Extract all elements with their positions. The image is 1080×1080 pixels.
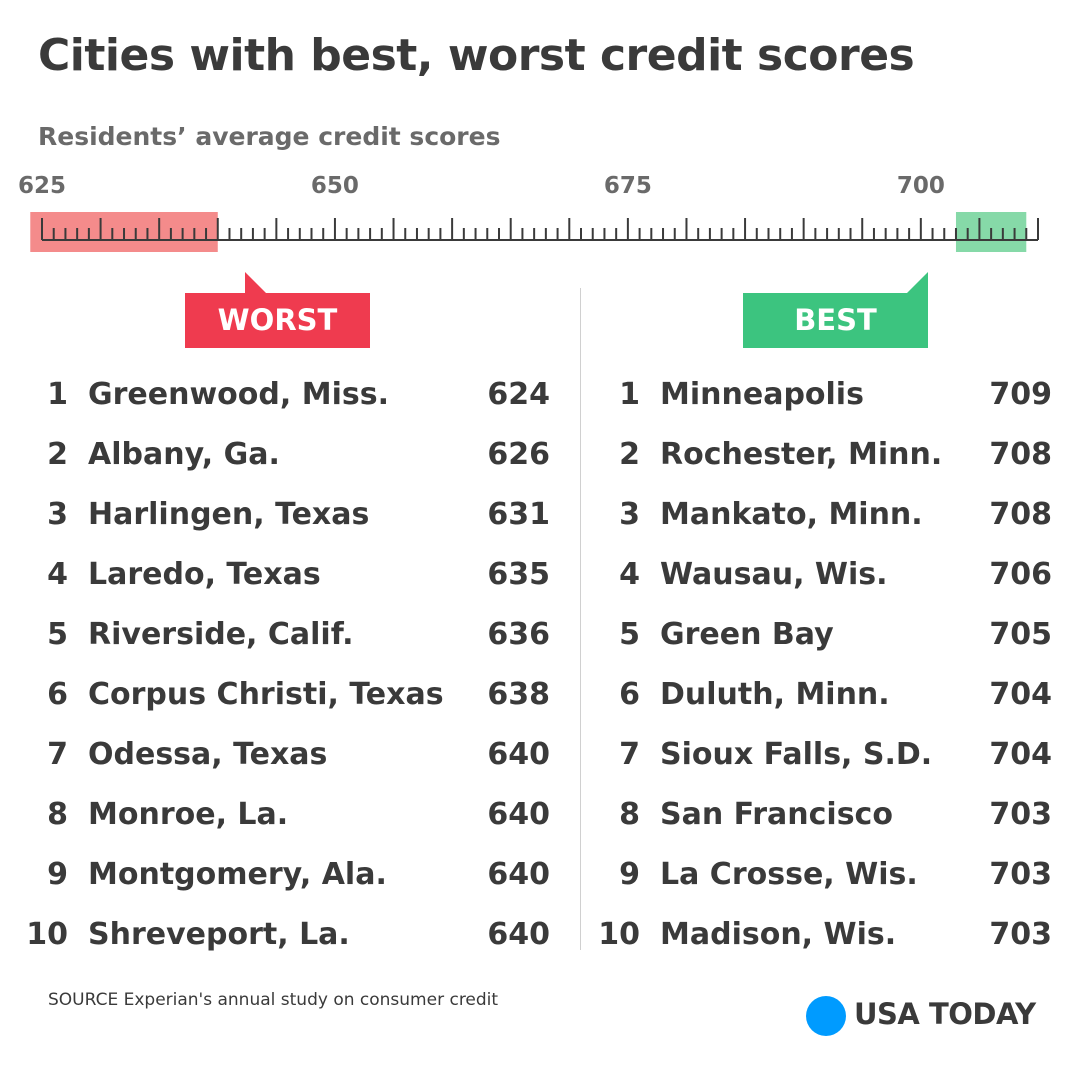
worst-rank: 2 [47, 437, 68, 472]
scale-tick-label: 650 [311, 173, 359, 199]
best-row: 4 Wausau, Wis. 706 [592, 545, 1052, 605]
best-city: Sioux Falls, S.D. [660, 737, 933, 772]
best-city: Madison, Wis. [660, 917, 897, 952]
worst-score: 626 [487, 437, 550, 472]
worst-city: Harlingen, Texas [88, 497, 370, 532]
worst-row: 2 Albany, Ga. 626 [20, 425, 550, 485]
worst-score: 635 [487, 557, 550, 592]
best-score: 703 [989, 857, 1052, 892]
best-rank: 5 [619, 617, 640, 652]
best-badge: BEST [743, 293, 928, 348]
best-rank: 9 [619, 857, 640, 892]
best-city: San Francisco [660, 797, 893, 832]
scale-tick-label: 700 [897, 173, 945, 199]
best-score: 705 [989, 617, 1052, 652]
best-score: 708 [989, 437, 1052, 472]
column-divider [580, 288, 581, 950]
worst-badge: WORST [185, 293, 370, 348]
worst-row: 5 Riverside, Calif. 636 [20, 605, 550, 665]
best-rank: 7 [619, 737, 640, 772]
best-cities-list: 1 Minneapolis 709 2 Rochester, Minn. 708 3 Mank… [592, 365, 1052, 965]
worst-rank: 9 [47, 857, 68, 892]
worst-rank: 1 [47, 377, 68, 412]
worst-row: 9 Montgomery, Ala. 640 [20, 845, 550, 905]
best-row: 2 Rochester, Minn. 708 [592, 425, 1052, 485]
worst-row: 8 Monroe, La. 640 [20, 785, 550, 845]
best-row: 8 San Francisco 703 [592, 785, 1052, 845]
worst-row: 7 Odessa, Texas 640 [20, 725, 550, 785]
best-city: Duluth, Minn. [660, 677, 890, 712]
worst-score: 640 [487, 857, 550, 892]
best-score: 709 [989, 377, 1052, 412]
best-city: Wausau, Wis. [660, 557, 888, 592]
best-city: Green Bay [660, 617, 834, 652]
best-score: 704 [989, 677, 1052, 712]
worst-row: 4 Laredo, Texas 635 [20, 545, 550, 605]
worst-score: 640 [487, 737, 550, 772]
worst-rank: 5 [47, 617, 68, 652]
worst-city: Riverside, Calif. [88, 617, 354, 652]
best-row: 5 Green Bay 705 [592, 605, 1052, 665]
worst-score: 640 [487, 797, 550, 832]
worst-score: 640 [487, 917, 550, 952]
best-row: 10 Madison, Wis. 703 [592, 905, 1052, 965]
worst-score: 636 [487, 617, 550, 652]
best-row: 3 Mankato, Minn. 708 [592, 485, 1052, 545]
worst-city: Corpus Christi, Texas [88, 677, 444, 712]
best-rank: 1 [619, 377, 640, 412]
worst-city: Montgomery, Ala. [88, 857, 387, 892]
best-score: 703 [989, 797, 1052, 832]
worst-row: 10 Shreveport, La. 640 [20, 905, 550, 965]
best-row: 1 Minneapolis 709 [592, 365, 1052, 425]
best-row: 7 Sioux Falls, S.D. 704 [592, 725, 1052, 785]
scale-tick-label: 625 [18, 173, 66, 199]
chart-title: Cities with best, worst credit scores [38, 30, 915, 81]
worst-city: Odessa, Texas [88, 737, 328, 772]
credit-score-scale: 625 650 675 700 [18, 173, 1039, 252]
worst-row: 3 Harlingen, Texas 631 [20, 485, 550, 545]
best-score: 708 [989, 497, 1052, 532]
best-row: 9 La Crosse, Wis. 703 [592, 845, 1052, 905]
worst-badge-pointer [245, 272, 267, 294]
best-rank: 3 [619, 497, 640, 532]
worst-row: 1 Greenwood, Miss. 624 [20, 365, 550, 425]
chart-subtitle: Residents’ average credit scores [38, 122, 501, 151]
worst-rank: 6 [47, 677, 68, 712]
best-rank: 8 [619, 797, 640, 832]
best-score: 706 [989, 557, 1052, 592]
best-city: Mankato, Minn. [660, 497, 923, 532]
worst-score: 631 [487, 497, 550, 532]
worst-rank: 10 [26, 917, 68, 952]
worst-score: 638 [487, 677, 550, 712]
worst-rank: 3 [47, 497, 68, 532]
best-score: 704 [989, 737, 1052, 772]
usa-today-logo-dot [806, 996, 846, 1036]
worst-city: Albany, Ga. [88, 437, 280, 472]
worst-city: Laredo, Texas [88, 557, 321, 592]
best-city: Minneapolis [660, 377, 864, 412]
worst-rank: 7 [47, 737, 68, 772]
worst-rank: 4 [47, 557, 68, 592]
usa-today-logo: USA TODAY [854, 997, 1036, 1031]
worst-row: 6 Corpus Christi, Texas 638 [20, 665, 550, 725]
worst-score: 624 [487, 377, 550, 412]
scale-tick-label: 675 [604, 173, 652, 199]
worst-cities-list: 1 Greenwood, Miss. 624 2 Albany, Ga. 626 3 Harl… [20, 365, 550, 965]
worst-city: Greenwood, Miss. [88, 377, 389, 412]
worst-city: Shreveport, La. [88, 917, 350, 952]
best-row: 6 Duluth, Minn. 704 [592, 665, 1052, 725]
worst-city: Monroe, La. [88, 797, 289, 832]
source-note: SOURCE Experian's annual study on consum… [48, 990, 499, 1010]
best-badge-pointer [906, 272, 928, 294]
best-rank: 4 [619, 557, 640, 592]
best-rank: 2 [619, 437, 640, 472]
best-city: La Crosse, Wis. [660, 857, 918, 892]
worst-rank: 8 [47, 797, 68, 832]
best-rank: 10 [598, 917, 640, 952]
best-rank: 6 [619, 677, 640, 712]
best-score: 703 [989, 917, 1052, 952]
best-city: Rochester, Minn. [660, 437, 943, 472]
